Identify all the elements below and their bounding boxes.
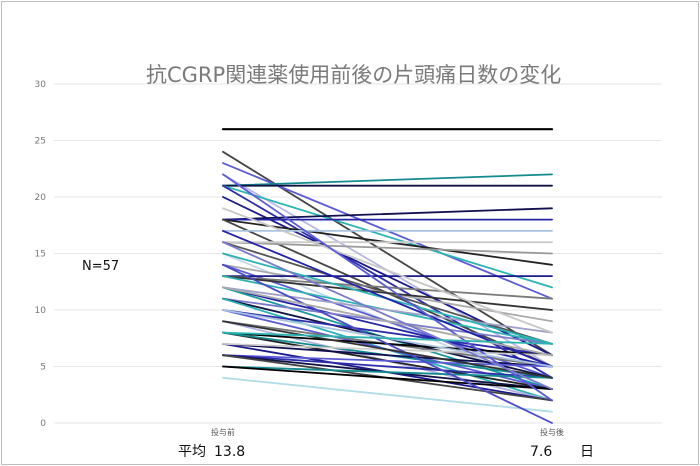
y-tick-label: 10 [35, 306, 47, 316]
y-tick-label: 5 [40, 363, 46, 373]
series-line-7 [222, 184, 553, 289]
series-line-25 [222, 286, 553, 334]
series-line-57 [222, 331, 553, 345]
series-lines [221, 128, 554, 424]
series-line-45 [222, 365, 553, 379]
series-line-53 [222, 286, 553, 357]
series-line-42 [222, 354, 553, 379]
series-line-47 [222, 376, 553, 413]
series-line-50 [222, 207, 553, 334]
x-tick-before: 投与前 [211, 427, 235, 437]
average-label: 平均 [178, 444, 206, 460]
series-line-52 [222, 173, 553, 402]
x-tick-after: 投与後 [540, 427, 564, 437]
y-tick-label: 20 [35, 193, 47, 203]
average-before-value: 13.8 [214, 444, 245, 460]
series-line-5 [222, 173, 553, 187]
average-after-value: 7.6 [530, 444, 552, 460]
series-line-31 [222, 309, 553, 357]
chart-title: 抗CGRP関連薬使用前後の片頭痛日数の変化 [146, 63, 561, 87]
y-tick-label: 25 [35, 137, 46, 147]
y-tick-label: 30 [35, 80, 47, 90]
sample-size-annotation: N=57 [82, 259, 119, 274]
series-line-23 [222, 275, 553, 311]
series-line-54 [222, 320, 553, 379]
series-line-15 [222, 241, 553, 255]
series-line-46 [222, 365, 553, 391]
y-tick-label: 0 [40, 419, 46, 429]
series-line-48 [222, 263, 553, 424]
y-axis: 0 5 10 15 20 25 30 [35, 80, 47, 429]
series-line-10 [222, 207, 553, 221]
series-line-56 [222, 241, 553, 391]
average-unit: 日 [580, 444, 594, 460]
y-tick-label: 15 [35, 250, 46, 260]
